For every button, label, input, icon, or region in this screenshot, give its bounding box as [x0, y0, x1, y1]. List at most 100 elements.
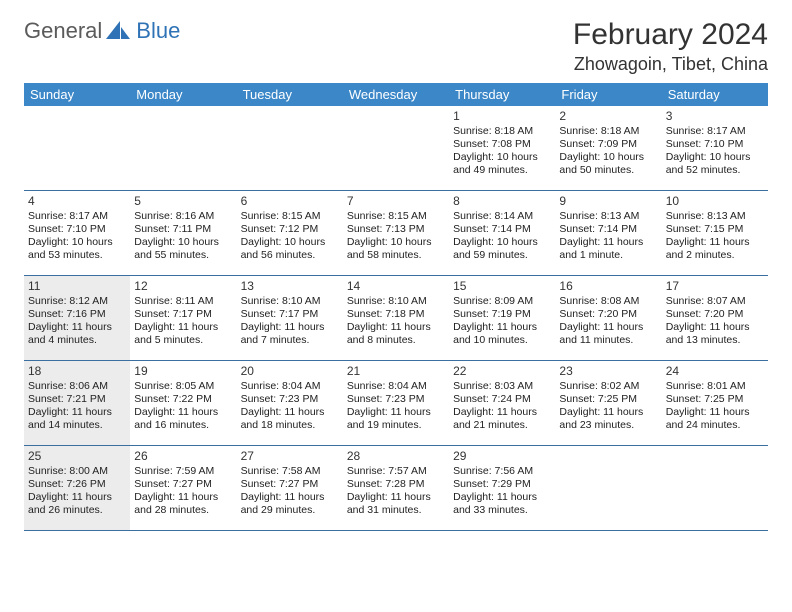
day-text: and 59 minutes.	[453, 249, 551, 262]
day-cell: 10Sunrise: 8:13 AMSunset: 7:15 PMDayligh…	[662, 191, 768, 275]
day-text: Daylight: 11 hours	[453, 491, 551, 504]
day-text: Sunrise: 8:05 AM	[134, 380, 232, 393]
day-cell	[343, 106, 449, 190]
day-text: Sunrise: 8:10 AM	[241, 295, 339, 308]
day-cell: 17Sunrise: 8:07 AMSunset: 7:20 PMDayligh…	[662, 276, 768, 360]
day-cell: 5Sunrise: 8:16 AMSunset: 7:11 PMDaylight…	[130, 191, 236, 275]
day-text: Daylight: 11 hours	[134, 321, 232, 334]
day-header: Friday	[555, 83, 661, 106]
day-text: and 14 minutes.	[28, 419, 126, 432]
day-text: and 50 minutes.	[559, 164, 657, 177]
day-text: Sunrise: 8:18 AM	[453, 125, 551, 138]
day-text: Daylight: 11 hours	[134, 406, 232, 419]
day-cell: 18Sunrise: 8:06 AMSunset: 7:21 PMDayligh…	[24, 361, 130, 445]
day-text: and 49 minutes.	[453, 164, 551, 177]
day-header: Sunday	[24, 83, 130, 106]
day-text: and 4 minutes.	[28, 334, 126, 347]
day-number: 27	[241, 449, 339, 464]
day-text: and 18 minutes.	[241, 419, 339, 432]
day-text: Daylight: 10 hours	[666, 151, 764, 164]
logo-sail-icon	[106, 21, 132, 41]
day-cell: 13Sunrise: 8:10 AMSunset: 7:17 PMDayligh…	[237, 276, 343, 360]
day-text: Sunrise: 7:58 AM	[241, 465, 339, 478]
day-number: 2	[559, 109, 657, 124]
day-cell	[555, 446, 661, 530]
day-text: Sunset: 7:20 PM	[559, 308, 657, 321]
day-number: 13	[241, 279, 339, 294]
day-number: 7	[347, 194, 445, 209]
day-text: Sunset: 7:27 PM	[241, 478, 339, 491]
day-text: and 16 minutes.	[134, 419, 232, 432]
day-text: Sunrise: 8:13 AM	[666, 210, 764, 223]
day-text: Sunset: 7:19 PM	[453, 308, 551, 321]
header: General Blue February 2024 Zhowagoin, Ti…	[24, 18, 768, 75]
day-text: and 31 minutes.	[347, 504, 445, 517]
day-text: Sunset: 7:15 PM	[666, 223, 764, 236]
day-text: and 53 minutes.	[28, 249, 126, 262]
day-text: Sunset: 7:28 PM	[347, 478, 445, 491]
day-text: Sunrise: 8:13 AM	[559, 210, 657, 223]
day-text: Sunset: 7:25 PM	[559, 393, 657, 406]
day-cell: 23Sunrise: 8:02 AMSunset: 7:25 PMDayligh…	[555, 361, 661, 445]
logo-text-blue: Blue	[136, 18, 180, 44]
day-text: and 21 minutes.	[453, 419, 551, 432]
day-cell: 22Sunrise: 8:03 AMSunset: 7:24 PMDayligh…	[449, 361, 555, 445]
day-text: Sunrise: 8:04 AM	[241, 380, 339, 393]
day-text: Sunrise: 8:17 AM	[28, 210, 126, 223]
day-text: Sunrise: 8:15 AM	[347, 210, 445, 223]
day-text: and 8 minutes.	[347, 334, 445, 347]
day-text: Daylight: 11 hours	[134, 491, 232, 504]
day-number: 18	[28, 364, 126, 379]
day-text: and 52 minutes.	[666, 164, 764, 177]
day-number: 6	[241, 194, 339, 209]
day-text: Sunset: 7:16 PM	[28, 308, 126, 321]
month-title: February 2024	[573, 18, 768, 52]
day-cell	[237, 106, 343, 190]
day-number: 9	[559, 194, 657, 209]
day-text: and 10 minutes.	[453, 334, 551, 347]
day-cell: 29Sunrise: 7:56 AMSunset: 7:29 PMDayligh…	[449, 446, 555, 530]
day-text: Daylight: 11 hours	[559, 406, 657, 419]
day-cell: 16Sunrise: 8:08 AMSunset: 7:20 PMDayligh…	[555, 276, 661, 360]
day-number: 4	[28, 194, 126, 209]
day-number: 5	[134, 194, 232, 209]
day-text: Daylight: 11 hours	[241, 321, 339, 334]
day-header: Tuesday	[237, 83, 343, 106]
title-block: February 2024 Zhowagoin, Tibet, China	[573, 18, 768, 75]
day-number: 22	[453, 364, 551, 379]
day-text: and 56 minutes.	[241, 249, 339, 262]
day-number: 20	[241, 364, 339, 379]
day-text: Sunrise: 8:10 AM	[347, 295, 445, 308]
day-text: Sunrise: 8:09 AM	[453, 295, 551, 308]
day-cell: 14Sunrise: 8:10 AMSunset: 7:18 PMDayligh…	[343, 276, 449, 360]
day-cell: 9Sunrise: 8:13 AMSunset: 7:14 PMDaylight…	[555, 191, 661, 275]
day-text: and 19 minutes.	[347, 419, 445, 432]
day-cell: 27Sunrise: 7:58 AMSunset: 7:27 PMDayligh…	[237, 446, 343, 530]
day-number: 3	[666, 109, 764, 124]
day-text: Sunrise: 7:56 AM	[453, 465, 551, 478]
location: Zhowagoin, Tibet, China	[573, 54, 768, 75]
day-text: and 11 minutes.	[559, 334, 657, 347]
day-text: Sunset: 7:13 PM	[347, 223, 445, 236]
day-text: Sunrise: 8:11 AM	[134, 295, 232, 308]
day-text: Sunset: 7:27 PM	[134, 478, 232, 491]
day-text: and 23 minutes.	[559, 419, 657, 432]
day-number: 24	[666, 364, 764, 379]
day-text: Daylight: 11 hours	[453, 406, 551, 419]
day-number: 17	[666, 279, 764, 294]
day-text: Sunset: 7:20 PM	[666, 308, 764, 321]
day-text: Sunset: 7:21 PM	[28, 393, 126, 406]
day-cell: 12Sunrise: 8:11 AMSunset: 7:17 PMDayligh…	[130, 276, 236, 360]
day-cell: 26Sunrise: 7:59 AMSunset: 7:27 PMDayligh…	[130, 446, 236, 530]
day-text: Sunrise: 7:59 AM	[134, 465, 232, 478]
day-text: Daylight: 11 hours	[666, 321, 764, 334]
day-text: Sunrise: 8:17 AM	[666, 125, 764, 138]
day-text: Sunrise: 8:15 AM	[241, 210, 339, 223]
day-cell: 21Sunrise: 8:04 AMSunset: 7:23 PMDayligh…	[343, 361, 449, 445]
day-text: Sunset: 7:23 PM	[347, 393, 445, 406]
day-text: and 33 minutes.	[453, 504, 551, 517]
day-text: and 55 minutes.	[134, 249, 232, 262]
day-text: Sunset: 7:14 PM	[453, 223, 551, 236]
week-row: 11Sunrise: 8:12 AMSunset: 7:16 PMDayligh…	[24, 276, 768, 361]
day-text: Sunset: 7:08 PM	[453, 138, 551, 151]
